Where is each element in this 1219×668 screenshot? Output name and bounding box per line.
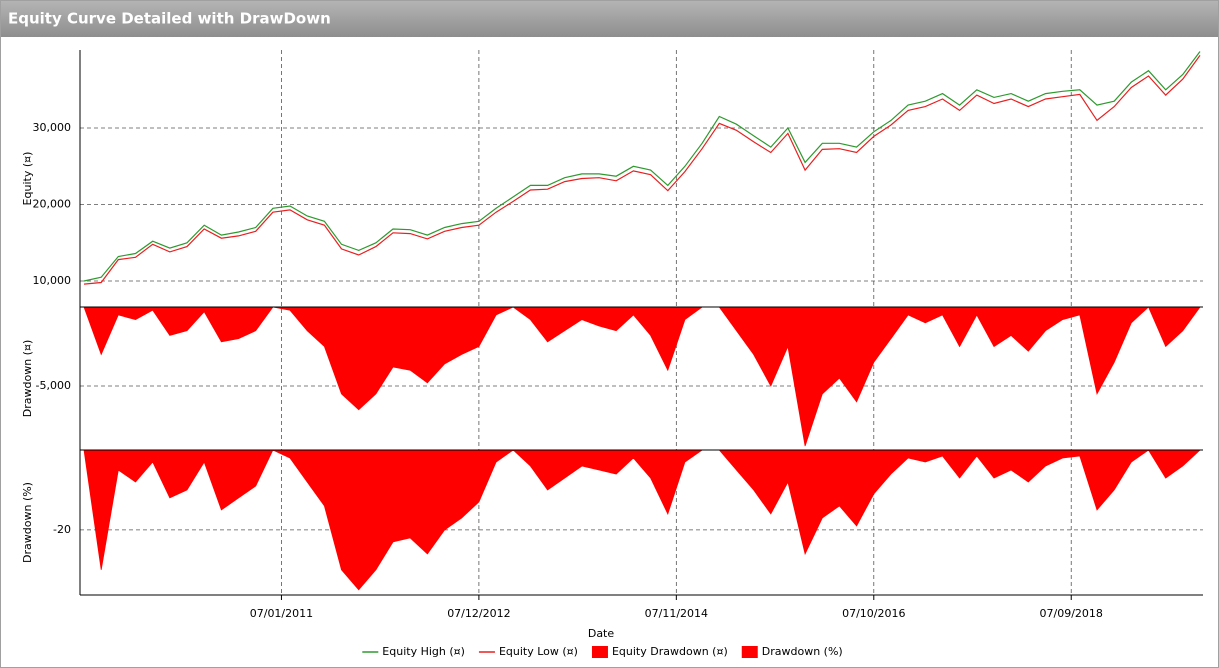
x-tick-label: 07/12/2012 (447, 607, 510, 620)
chart-title: Equity Curve Detailed with DrawDown (8, 10, 331, 28)
y-axis-label: Drawdown (%) (21, 482, 34, 563)
y-tick-label: -5,000 (36, 379, 71, 392)
x-tick-label: 07/11/2014 (645, 607, 708, 620)
y-axis-label: Equity (¤) (21, 152, 34, 206)
legend-label: Equity Low (¤) (499, 645, 578, 658)
legend-label: Drawdown (%) (762, 645, 843, 658)
title-bar (1, 1, 1218, 37)
y-tick-label: 30,000 (33, 121, 72, 134)
x-tick-label: 07/10/2016 (842, 607, 905, 620)
legend-label: Equity High (¤) (382, 645, 465, 658)
legend-label: Equity Drawdown (¤) (612, 645, 728, 658)
y-tick-label: 20,000 (33, 198, 72, 211)
y-tick-label: -20 (53, 523, 71, 536)
series-line (83, 51, 1201, 282)
y-axis-label: Drawdown (¤) (21, 340, 34, 418)
legend-swatch (591, 646, 608, 658)
x-tick-label: 07/09/2018 (1040, 607, 1103, 620)
legend-swatch (741, 646, 758, 658)
x-axis-label: Date (588, 627, 615, 640)
x-tick-label: 07/01/2011 (250, 607, 313, 620)
y-tick-label: 10,000 (33, 274, 72, 287)
series-line (83, 55, 1201, 285)
